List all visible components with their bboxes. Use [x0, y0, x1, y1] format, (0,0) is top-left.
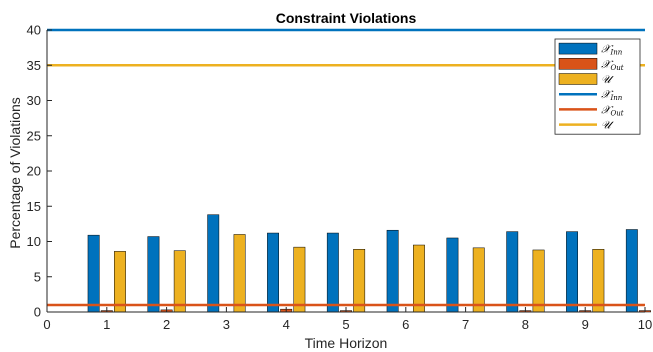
legend-swatch-bar-u [558, 73, 598, 85]
y-tick-label-20: 20 [27, 164, 41, 179]
reference-lines-layer [47, 28, 645, 307]
y-tick-label-15: 15 [27, 199, 41, 214]
x-tick-label-1: 1 [103, 317, 110, 332]
bar-x-inn-4 [267, 232, 279, 313]
bar-u-2 [173, 250, 186, 313]
x-tick-label-10: 10 [638, 317, 652, 332]
x-tick-label-0: 0 [43, 317, 50, 332]
y-tick-label-0: 0 [34, 305, 41, 320]
bar-u-8 [532, 249, 545, 313]
x-tick-label-5: 5 [342, 317, 349, 332]
bar-u-4 [293, 246, 306, 313]
bar-u-9 [592, 249, 605, 313]
bar-u-3 [233, 234, 246, 313]
bar-x-inn-2 [147, 236, 160, 313]
bar-u-5 [353, 249, 366, 313]
bar-x-inn-10 [625, 229, 638, 313]
x-tick-label-7: 7 [462, 317, 469, 332]
bar-x-inn-1 [87, 234, 100, 313]
y-tick-label-40: 40 [27, 23, 41, 38]
x-tick-label-2: 2 [163, 317, 170, 332]
bar-x-inn-3 [207, 214, 220, 313]
x-axis-label: Time Horizon [305, 335, 388, 351]
x-tick-label-6: 6 [402, 317, 409, 332]
legend-swatch-bar-x-inn [558, 42, 598, 55]
bar-u-1 [114, 251, 126, 313]
legend-label-bar-u: 𝒰 [601, 73, 614, 86]
y-tick-label-25: 25 [27, 128, 41, 143]
bar-x-inn-7 [446, 237, 459, 313]
y-tick-label-30: 30 [27, 93, 41, 108]
bar-x-inn-8 [506, 231, 519, 313]
y-tick-label-35: 35 [27, 58, 41, 73]
x-tick-label-9: 9 [582, 317, 589, 332]
x-tick-label-3: 3 [223, 317, 230, 332]
bar-u-6 [413, 244, 425, 313]
legend-label-line-u: 𝒰 [601, 119, 614, 132]
bar-x-inn-5 [326, 232, 339, 313]
bar-u-7 [472, 247, 485, 313]
chart-title: Constraint Violations [276, 10, 417, 26]
bar-x-inn-9 [566, 231, 578, 313]
legend-swatch-bar-x-out [558, 58, 598, 70]
bar-x-inn-6 [386, 229, 399, 313]
bars-layer [87, 214, 651, 313]
legend-box [554, 38, 641, 135]
y-axis-label: Percentage of Violations [7, 97, 23, 249]
x-tick-label-4: 4 [283, 317, 290, 332]
y-tick-label-5: 5 [34, 269, 41, 284]
x-tick-label-8: 8 [522, 317, 529, 332]
ticks-layer: 0 5 10 15 20 25 30 35 40 0 1 2 3 4 5 6 7 8 9 10 [27, 23, 653, 333]
y-tick-label-10: 10 [27, 234, 41, 249]
